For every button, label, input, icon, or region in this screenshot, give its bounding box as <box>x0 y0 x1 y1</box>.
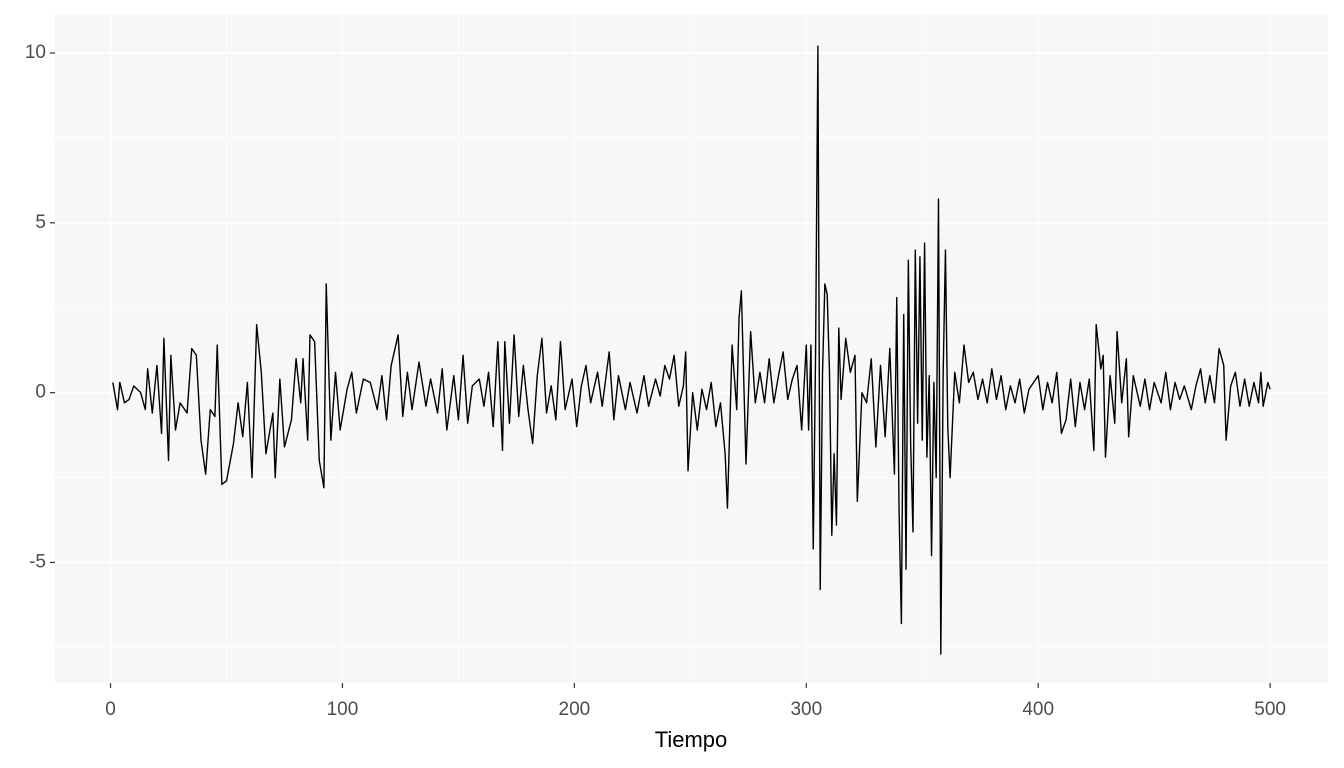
y-tick-label: 10 <box>25 42 46 63</box>
x-tick-label: 400 <box>1022 699 1054 720</box>
y-tick-label: -5 <box>29 551 46 572</box>
x-tick-label: 200 <box>559 699 591 720</box>
x-tick-label: 0 <box>105 699 116 720</box>
y-tick-label: 5 <box>35 212 46 233</box>
y-tick-label: 0 <box>35 382 46 403</box>
x-tick-label: 500 <box>1254 699 1286 720</box>
series-line <box>112 45 1271 655</box>
panel <box>55 14 1328 683</box>
x-tick-label: 300 <box>790 699 822 720</box>
x-axis-title: Tiempo <box>655 727 728 752</box>
x-tick-label: 100 <box>327 699 359 720</box>
